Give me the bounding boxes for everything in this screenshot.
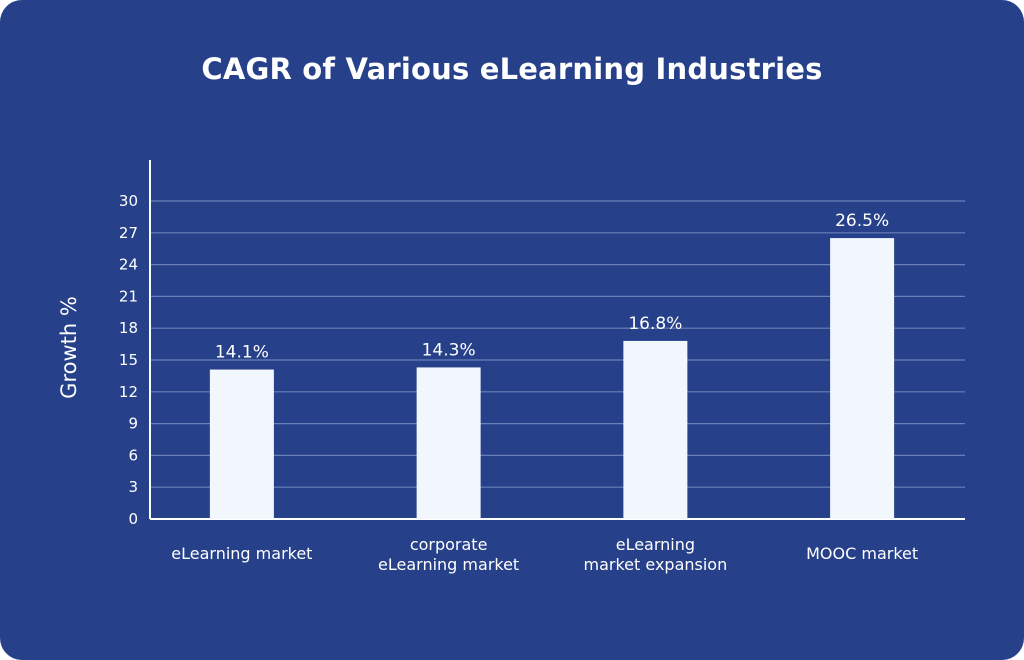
data-label: 14.3% [422, 340, 476, 360]
y-tick-label: 6 [128, 446, 138, 464]
y-axis-label: Growth % [57, 296, 81, 399]
x-tick-label: eLearning [616, 535, 695, 554]
bar [623, 340, 688, 519]
x-tick-label: MOOC market [806, 544, 918, 563]
x-tick-label: corporate [410, 535, 488, 554]
bar [830, 238, 895, 519]
bar [416, 367, 481, 519]
y-tick-label: 30 [119, 192, 138, 210]
x-tick-label: eLearning market [171, 544, 312, 563]
data-label: 14.1% [215, 343, 269, 363]
y-tick-label: 18 [119, 319, 138, 337]
y-tick-label: 21 [119, 287, 138, 305]
chart-title: CAGR of Various eLearning Industries [201, 52, 823, 86]
bar [209, 369, 274, 519]
y-tick-label: 15 [119, 351, 138, 369]
data-label: 16.8% [628, 314, 682, 334]
x-tick-label: market expansion [584, 555, 728, 574]
data-label: 26.5% [835, 211, 889, 231]
y-tick-label: 0 [128, 510, 138, 528]
x-tick-label: eLearning market [378, 555, 519, 574]
y-tick-label: 27 [119, 224, 138, 242]
y-tick-label: 12 [119, 383, 138, 401]
y-tick-label: 9 [128, 415, 138, 433]
y-tick-label: 24 [119, 256, 138, 274]
y-tick-label: 3 [128, 478, 138, 496]
